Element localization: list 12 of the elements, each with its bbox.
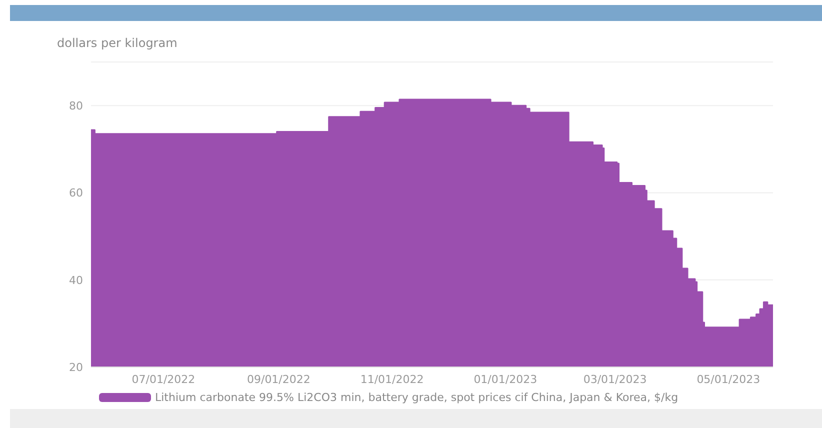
x-tick-label: 07/01/2022 (132, 372, 196, 386)
x-tick-label: 11/01/2022 (360, 372, 424, 386)
x-tick-label: 03/01/2023 (583, 372, 647, 386)
x-tick-label: 09/01/2022 (246, 372, 310, 386)
y-tick-label: 80 (69, 99, 83, 112)
y-tick-label: 20 (69, 360, 83, 374)
y-tick-label: 60 (69, 186, 83, 200)
legend-label: Lithium carbonate 99.5% Li2CO3 min, battery grade, spot prices cif China, Japan & Korea, $/kg (155, 391, 678, 404)
x-tick-label: 01/01/2023 (474, 372, 538, 386)
y-axis-title: dollars per kilogram (57, 36, 178, 50)
x-tick-label: 05/01/2023 (696, 372, 760, 386)
y-tick-label: 40 (69, 274, 83, 287)
